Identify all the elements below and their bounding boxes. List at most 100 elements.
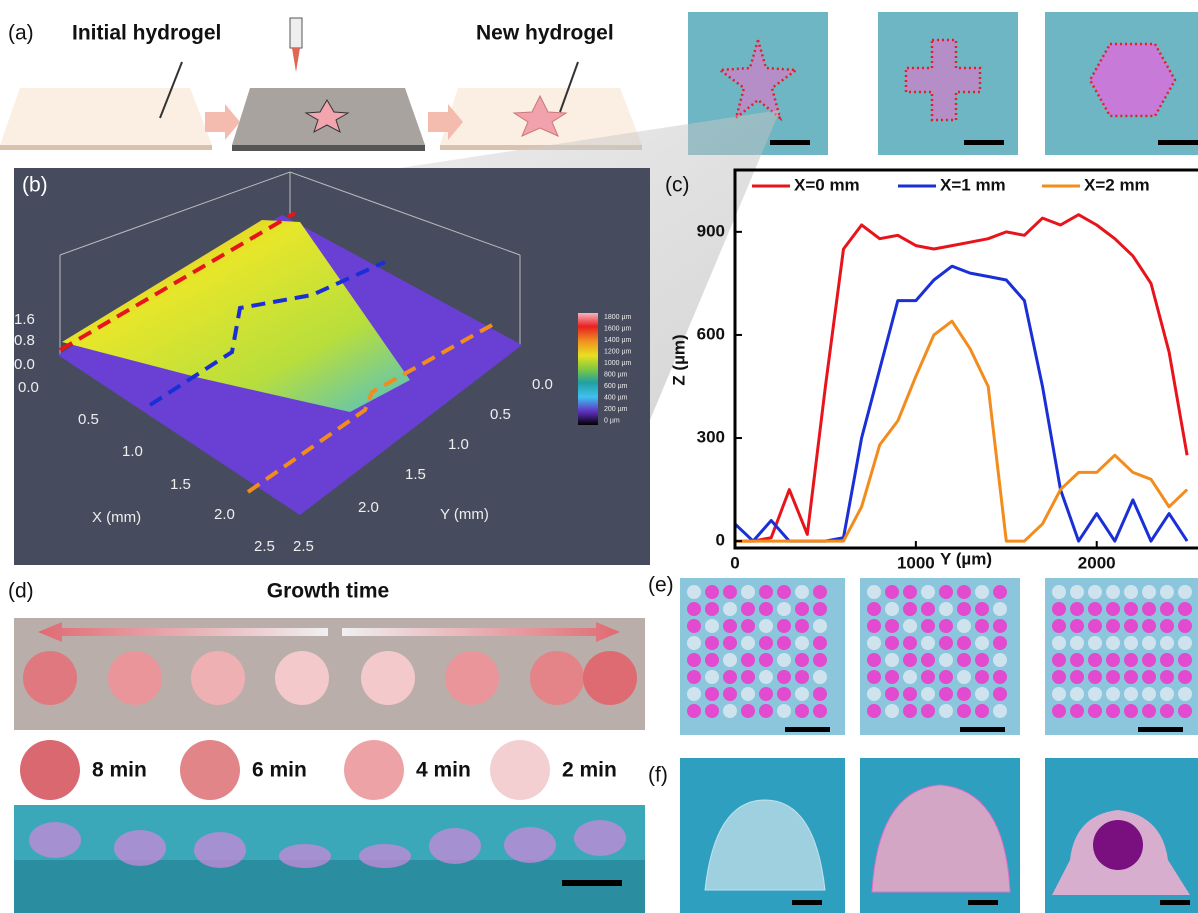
dot bbox=[921, 670, 935, 684]
dot bbox=[957, 670, 971, 684]
dot bbox=[1160, 619, 1174, 633]
dot bbox=[957, 619, 971, 633]
dot bbox=[759, 653, 773, 667]
dot bbox=[1142, 585, 1156, 599]
dot bbox=[939, 704, 953, 718]
dot bbox=[903, 687, 917, 701]
dot bbox=[795, 636, 809, 650]
legend-label: X=1 mm bbox=[940, 175, 1006, 194]
legend-label: X=0 mm bbox=[794, 175, 860, 194]
dot bbox=[705, 653, 719, 667]
dot bbox=[1160, 585, 1174, 599]
dot bbox=[867, 653, 881, 667]
dot bbox=[1160, 687, 1174, 701]
dot bbox=[957, 687, 971, 701]
dot bbox=[1124, 585, 1138, 599]
x-tick-label: 2.5 bbox=[254, 538, 275, 555]
dot bbox=[723, 670, 737, 684]
dot bbox=[759, 687, 773, 701]
dot bbox=[921, 687, 935, 701]
dot bbox=[687, 636, 701, 650]
dot bbox=[1178, 687, 1192, 701]
dot bbox=[975, 585, 989, 599]
dot bbox=[813, 687, 827, 701]
dot bbox=[885, 704, 899, 718]
dot bbox=[1070, 670, 1084, 684]
scale-bar bbox=[770, 140, 810, 145]
legend-dot bbox=[344, 740, 404, 800]
dot bbox=[705, 585, 719, 599]
dot bbox=[777, 704, 791, 718]
dot bbox=[1088, 636, 1102, 650]
y-tick-label: 2.0 bbox=[358, 499, 379, 516]
dot bbox=[1142, 687, 1156, 701]
y-tick-label: 0.5 bbox=[490, 406, 511, 423]
slab-edge bbox=[232, 145, 425, 151]
dot bbox=[687, 585, 701, 599]
dot bbox=[1052, 687, 1066, 701]
dot bbox=[957, 653, 971, 667]
growth-dot bbox=[530, 651, 584, 705]
dot bbox=[957, 636, 971, 650]
colorbar-label: 0 µm bbox=[604, 417, 620, 424]
series-line bbox=[735, 215, 1187, 541]
dot bbox=[1070, 602, 1084, 616]
dot bbox=[903, 653, 917, 667]
dot bbox=[1088, 585, 1102, 599]
dot bbox=[1088, 687, 1102, 701]
dot bbox=[741, 653, 755, 667]
dot bbox=[1142, 619, 1156, 633]
panel-label: (f) bbox=[648, 764, 668, 787]
x-tick-label: 2.0 bbox=[214, 506, 235, 523]
dot bbox=[921, 619, 935, 633]
droplet bbox=[429, 828, 481, 864]
dot bbox=[1052, 602, 1066, 616]
dot bbox=[741, 704, 755, 718]
dropper-tip bbox=[292, 48, 300, 72]
arrow bbox=[205, 104, 240, 140]
colorbar bbox=[578, 313, 598, 425]
dot bbox=[705, 636, 719, 650]
colorbar-label: 200 µm bbox=[604, 406, 628, 413]
dot bbox=[741, 687, 755, 701]
dot bbox=[1070, 687, 1084, 701]
dot bbox=[759, 670, 773, 684]
dot bbox=[795, 585, 809, 599]
dot bbox=[867, 670, 881, 684]
axis-frame bbox=[735, 170, 1198, 548]
panel-label: (d) bbox=[8, 580, 34, 603]
dot bbox=[939, 585, 953, 599]
dot bbox=[687, 653, 701, 667]
dot bbox=[921, 653, 935, 667]
dot bbox=[1142, 653, 1156, 667]
dot bbox=[1052, 585, 1066, 599]
scale-bar bbox=[964, 140, 1004, 145]
growth-title: Growth time bbox=[267, 580, 390, 603]
dot bbox=[687, 670, 701, 684]
dot bbox=[723, 585, 737, 599]
dot bbox=[1070, 704, 1084, 718]
dot bbox=[1106, 653, 1120, 667]
dot bbox=[777, 585, 791, 599]
dot bbox=[1052, 670, 1066, 684]
dot bbox=[939, 602, 953, 616]
dot bbox=[921, 602, 935, 616]
dot bbox=[975, 602, 989, 616]
dot bbox=[1178, 602, 1192, 616]
series-line bbox=[735, 321, 1187, 541]
dot bbox=[777, 602, 791, 616]
dot bbox=[1178, 619, 1192, 633]
dot bbox=[687, 619, 701, 633]
dot bbox=[777, 636, 791, 650]
dot bbox=[1088, 619, 1102, 633]
dot bbox=[813, 670, 827, 684]
x-axis-label: Y (µm) bbox=[940, 549, 992, 568]
dot bbox=[795, 653, 809, 667]
dot bbox=[939, 619, 953, 633]
dot bbox=[1160, 653, 1174, 667]
dot bbox=[993, 704, 1007, 718]
dot bbox=[795, 687, 809, 701]
panel-b: (b) 1.60.80.00.00.51.01.52.02.50.00.51.0… bbox=[14, 168, 650, 565]
